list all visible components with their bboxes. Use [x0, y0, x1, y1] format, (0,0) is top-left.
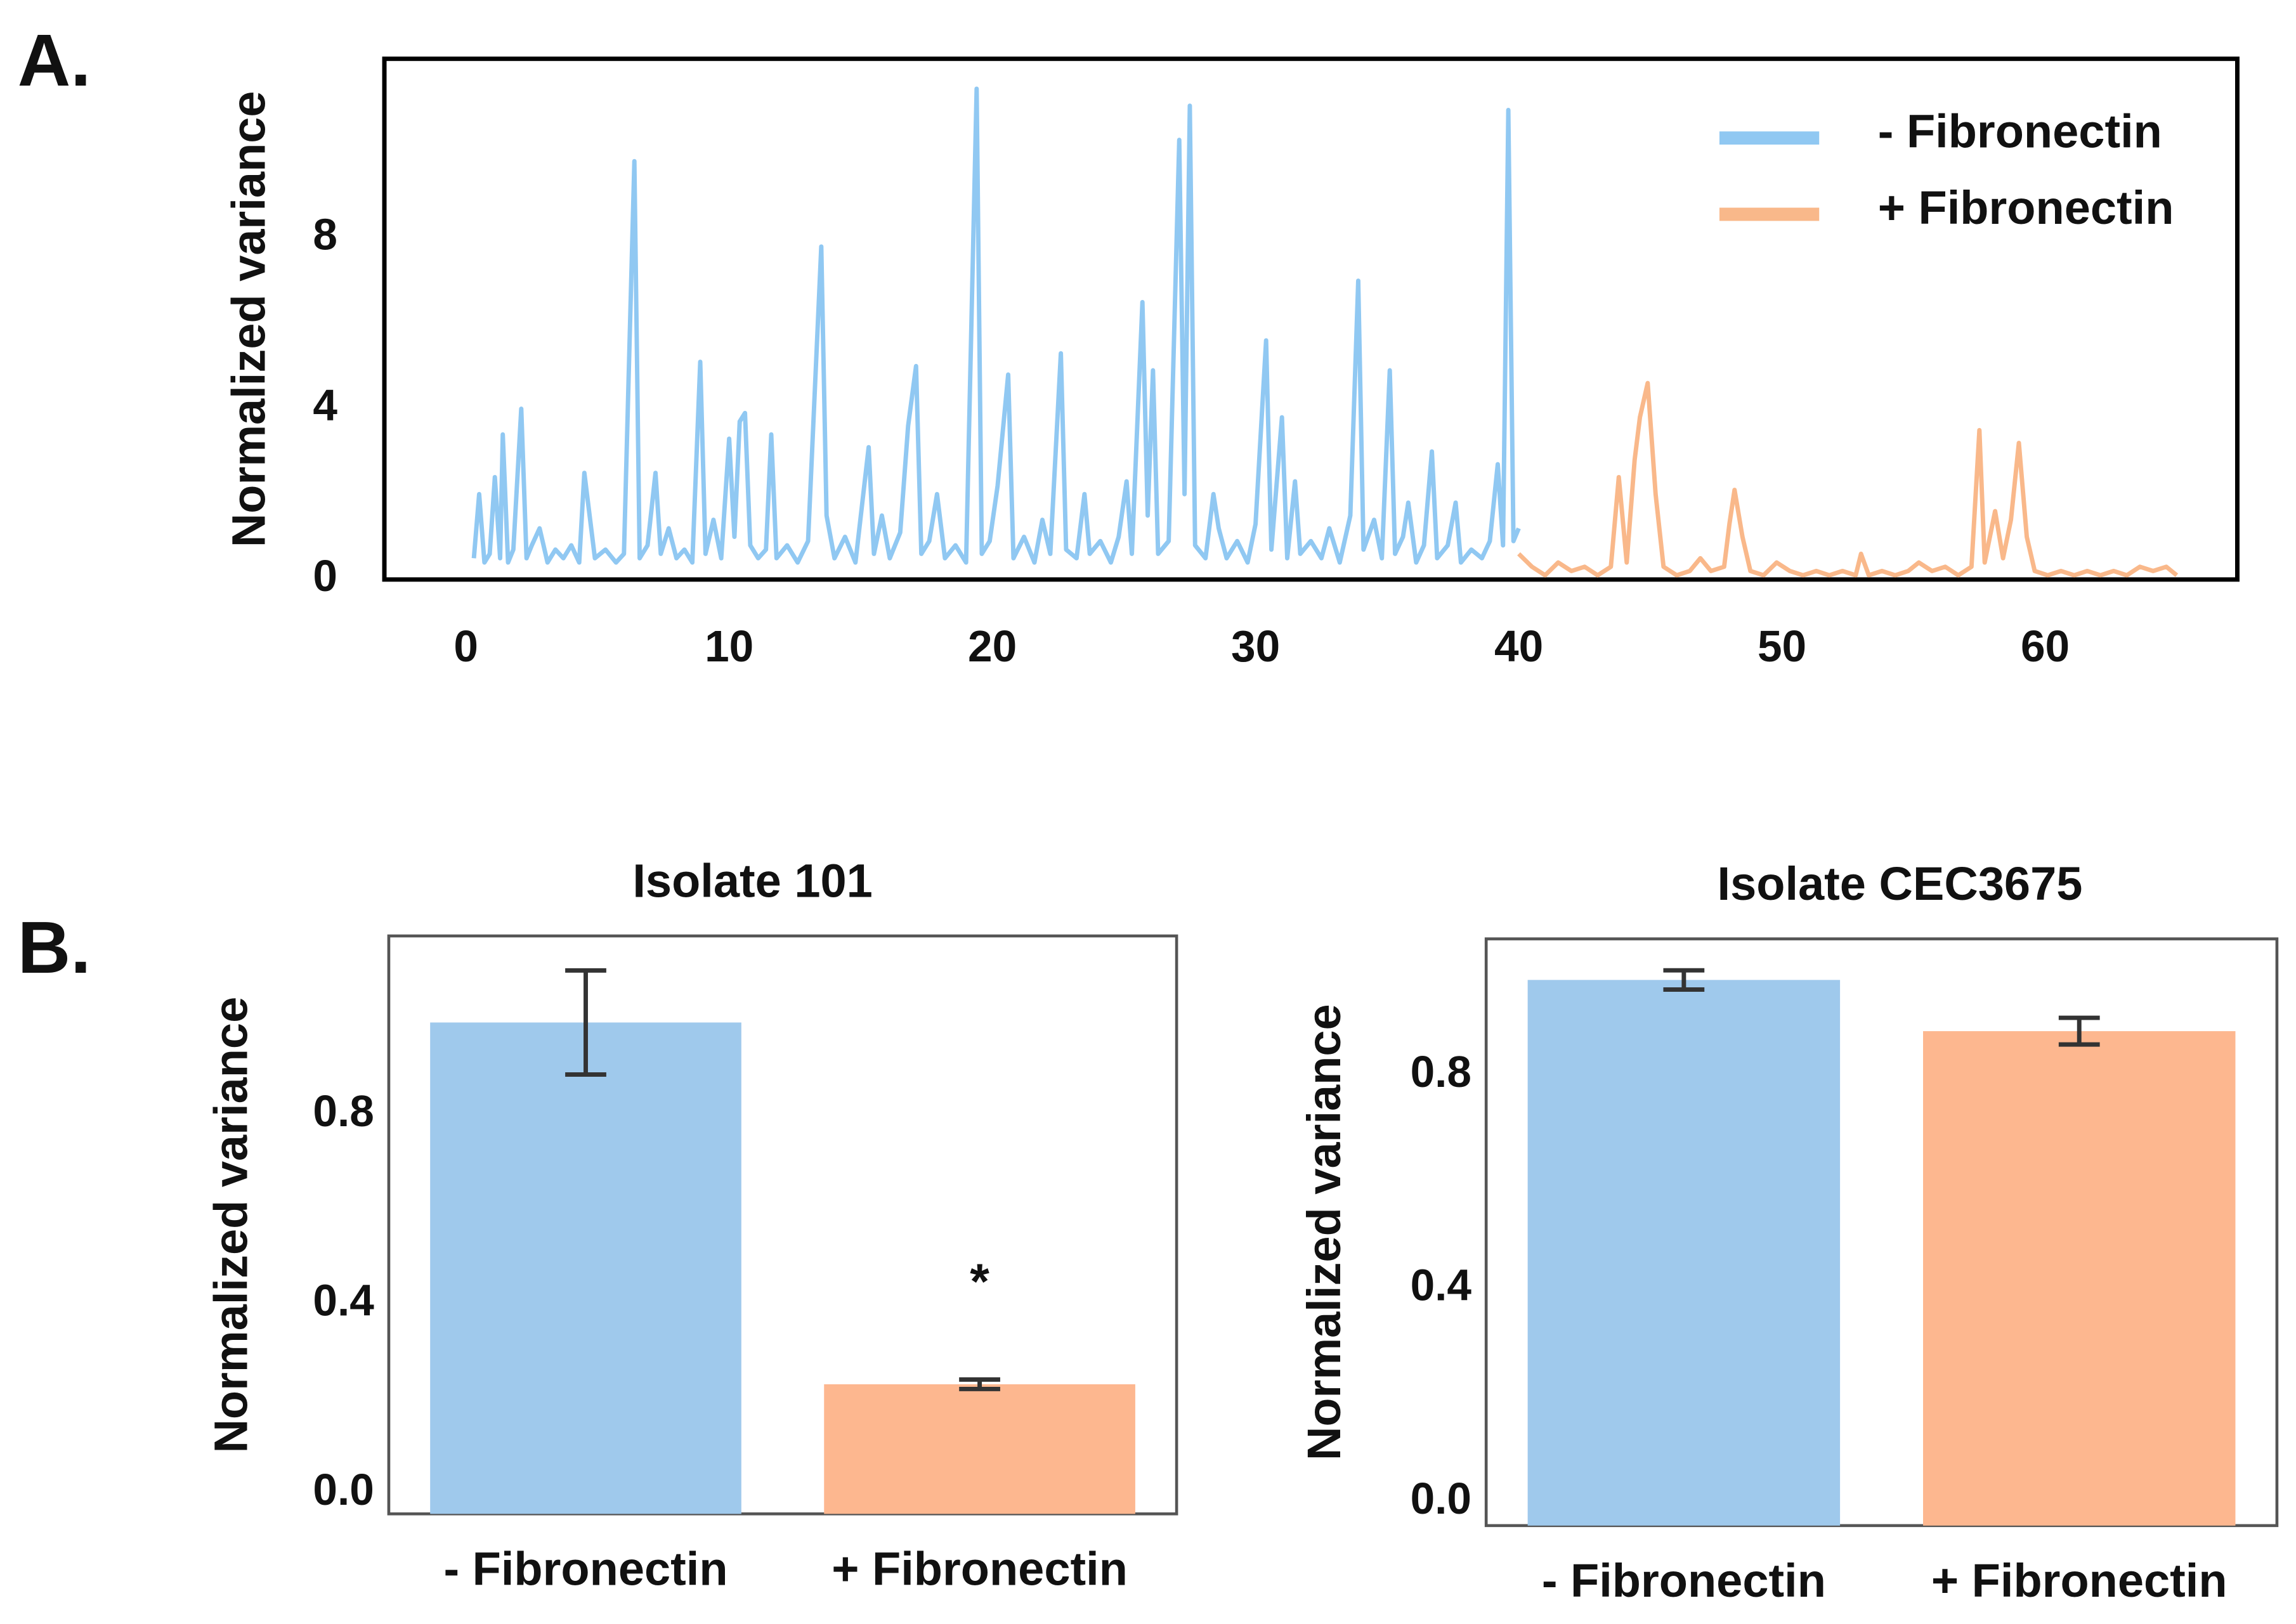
x-tick-label: 20: [968, 621, 1017, 671]
bar: [1527, 980, 1841, 1526]
plot-frame: [382, 56, 2240, 582]
y-tick-label: 4: [313, 380, 337, 430]
y-tick-label: 0.4: [313, 1276, 374, 1325]
y-tick-label: 0.8: [1411, 1047, 1471, 1096]
x-tick-label: 50: [1758, 621, 1806, 671]
x-tick-label: 0: [453, 621, 478, 671]
x-tick-label: - Fibronectin: [443, 1542, 727, 1595]
y-axis-label: Normalized variance: [205, 997, 258, 1453]
chart-title: Isolate 101: [632, 855, 872, 907]
y-axis-label: Normalized variance: [1298, 1004, 1350, 1460]
x-tick-label: - Fibronectin: [1542, 1554, 1826, 1607]
y-tick-label: 0.8: [313, 1086, 374, 1136]
x-tick-label: + Fibronectin: [1931, 1554, 2228, 1607]
x-tick-label: 10: [705, 621, 753, 671]
error-bar: [959, 1377, 1000, 1391]
legend-label: - Fibronectin: [1878, 105, 2162, 158]
annotation: *: [970, 1254, 989, 1309]
legend-label: + Fibronectin: [1878, 181, 2174, 234]
error-bar: [565, 968, 606, 1077]
bar: [430, 1022, 741, 1514]
bar: [1923, 1031, 2236, 1526]
y-tick-label: 8: [313, 210, 337, 259]
y-tick-label: 0: [313, 551, 337, 601]
error-bar: [1663, 968, 1705, 992]
plot-frame: [387, 934, 1178, 1516]
x-tick-label: 60: [2021, 621, 2070, 671]
data-line: [1517, 380, 2179, 578]
y-tick-label: 0.4: [1411, 1261, 1472, 1310]
y-tick-label: 0.0: [1411, 1474, 1471, 1523]
panel-label: B.: [18, 906, 91, 989]
x-tick-label: + Fibronectin: [832, 1542, 1128, 1595]
chart-title: Isolate CEC3675: [1718, 857, 2083, 910]
y-axis-label: Normalized variance: [222, 91, 275, 547]
x-tick-label: 30: [1231, 621, 1280, 671]
x-tick-label: 40: [1494, 621, 1543, 671]
error-bar: [2058, 1015, 2100, 1047]
plot-frame: [1484, 937, 2279, 1528]
data-line: [471, 86, 1521, 565]
bar: [824, 1384, 1135, 1514]
y-tick-label: 0.0: [313, 1465, 374, 1514]
panel-label: A.: [18, 19, 91, 101]
